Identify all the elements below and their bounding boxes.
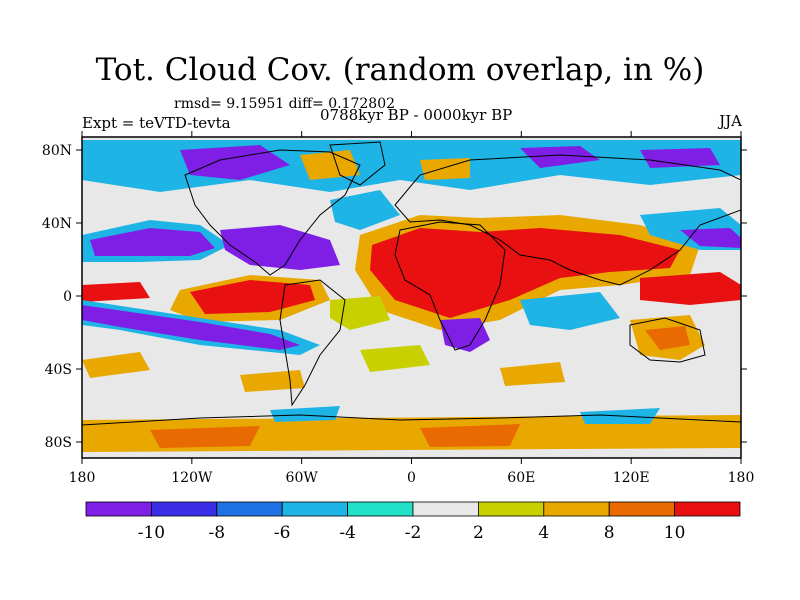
north-atlantic-negative: [330, 190, 400, 230]
lon-tick-label: 60W: [286, 470, 319, 486]
south-america-outline: [279, 279, 346, 407]
midlat-positive-patches: [82, 352, 565, 392]
lat-tick-label: 80S: [45, 435, 72, 451]
australia-outline: [629, 317, 706, 363]
experiment-label: Expt = teVTD-tevta: [82, 114, 231, 132]
indian-ocean-negative: [520, 292, 620, 330]
colorbar-segment: [281, 501, 349, 517]
colorbar-segment: [347, 501, 414, 517]
colorbar-label: 4: [538, 523, 549, 543]
north-pacific-strong-negative: [90, 228, 215, 256]
colorbar: -10 -8 -6 -4 -2 2 4 8 10: [85, 501, 741, 543]
lon-tick-label: 120W: [171, 470, 213, 486]
west-pacific-positive: [82, 272, 741, 305]
north-america-outline: [184, 149, 361, 276]
lat-tick-label: 40N: [42, 216, 72, 232]
arctic-purple-patches: [180, 145, 720, 180]
period-label: 0788kyr BP - 0000kyr BP: [320, 106, 513, 124]
colorbar-label: -10: [138, 523, 165, 543]
greenland-outline: [329, 141, 386, 186]
statistics-text: rmsd= 9.15951 diff= 0.172802: [174, 96, 396, 112]
colorbar-segment: [85, 501, 152, 517]
colorbar-segment: [674, 501, 741, 517]
lon-tick-label: 180: [69, 470, 96, 486]
colorbar-label: -4: [339, 523, 356, 543]
colorbar-label: 2: [473, 523, 484, 543]
atlantic-positive: [330, 296, 430, 372]
axis-ticks: 180 120W 60W 0 60E 120E 180 80N 40N 0 40S 80S: [42, 131, 754, 486]
lon-tick-label: 180: [728, 470, 755, 486]
lon-tick-label: 0: [407, 470, 416, 486]
lat-tick-label: 0: [63, 289, 72, 305]
southern-africa-negative: [440, 318, 490, 352]
antarctica-outline: [82, 414, 741, 426]
colorbar-label: -2: [405, 523, 422, 543]
colorbar-segment: [150, 501, 218, 517]
colorbar-segment: [216, 501, 283, 517]
lon-tick-label: 60E: [507, 470, 535, 486]
coastlines: [82, 141, 741, 426]
lon-tick-label: 120E: [613, 470, 650, 486]
southern-ocean-red-patches: [150, 424, 520, 448]
colorbar-label: 10: [664, 523, 686, 543]
africa-outline: [394, 221, 506, 351]
colorbar-label: -6: [274, 523, 291, 543]
season-label: JJA: [719, 112, 742, 130]
eurasia-outline: [394, 154, 741, 286]
lat-tick-label: 40S: [45, 362, 72, 378]
colorbar-segment: [608, 501, 676, 517]
subtropical-pacific-strong-negative: [82, 305, 300, 350]
southern-ocean-cyan-patches: [270, 406, 660, 424]
colorbar-segment: [412, 501, 479, 517]
colorbar-segment: [543, 501, 610, 517]
anomaly-field: [82, 140, 741, 452]
colorbar-label: 8: [604, 523, 615, 543]
east-pacific-strong-positive: [190, 280, 315, 314]
australia-strong-positive: [645, 326, 690, 350]
lat-tick-label: 80N: [42, 143, 72, 159]
colorbar-label: -8: [209, 523, 226, 543]
colorbar-segment: [477, 501, 545, 517]
sahara-asia-strong-positive: [370, 228, 680, 318]
map-title: Tot. Cloud Cov. (random overlap, in %): [95, 52, 705, 88]
east-asia-strong-negative: [680, 228, 741, 248]
